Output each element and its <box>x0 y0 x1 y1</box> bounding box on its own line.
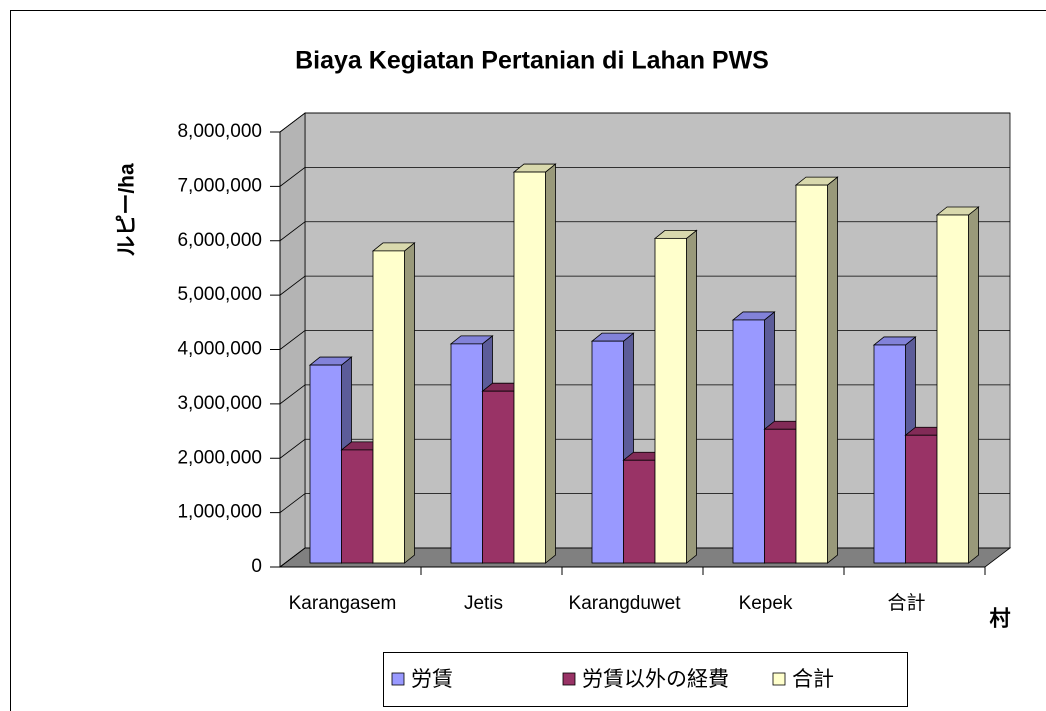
bar-group <box>794 176 839 564</box>
y-tick-label: 8,000,000 <box>177 121 262 142</box>
bar-side <box>545 163 556 564</box>
bar <box>905 434 938 564</box>
bar-group <box>512 163 557 564</box>
bar <box>309 364 342 564</box>
legend-swatch <box>391 672 405 686</box>
bar-group <box>653 229 698 564</box>
bar <box>873 344 906 564</box>
grid-line <box>279 330 1010 350</box>
grid-line <box>279 275 1010 296</box>
y-tick-label: 4,000,000 <box>177 339 262 360</box>
bar <box>654 237 687 564</box>
bar-side <box>686 229 697 564</box>
x-axis-title: 村 <box>990 607 1011 631</box>
legend-swatch <box>772 672 786 686</box>
bar <box>341 449 374 564</box>
y-tick-label: 2,000,000 <box>177 447 262 468</box>
y-tick-label: 5,000,000 <box>177 284 262 305</box>
y-axis-title: ルピー/ha <box>116 163 139 257</box>
bar <box>936 214 969 564</box>
x-tick-label: 合計 <box>887 592 925 614</box>
y-tick-label: 3,000,000 <box>177 393 262 414</box>
legend-label: 労賃 <box>411 667 453 691</box>
y-tick-label: 6,000,000 <box>177 230 262 251</box>
chart-title: Biaya Kegiatan Pertanian di Lahan PWS <box>295 47 769 75</box>
bar <box>372 250 405 564</box>
x-tick-label: Jetis <box>464 593 503 614</box>
legend-swatch <box>562 672 576 686</box>
y-tick-label: 7,000,000 <box>177 175 262 196</box>
grid-line <box>279 112 1010 133</box>
x-tick-label: Karangasem <box>289 593 397 614</box>
bar-side <box>404 242 415 564</box>
x-tick-label: Kepek <box>739 593 793 614</box>
legend-label: 合計 <box>792 667 834 691</box>
grid-line <box>279 221 1010 242</box>
bar <box>795 184 828 564</box>
bar <box>591 340 624 564</box>
bar-group <box>935 206 980 564</box>
legend-label: 労賃以外の経費 <box>582 667 729 691</box>
bar <box>764 428 797 564</box>
bar-side <box>827 176 838 564</box>
bar <box>482 390 515 564</box>
x-tick-label: Karangduwet <box>569 593 682 614</box>
y-tick-label: 0 <box>251 556 262 577</box>
bar-group <box>308 356 353 564</box>
bar <box>732 319 765 564</box>
legend <box>383 652 908 707</box>
y-tick-label: 1,000,000 <box>177 502 262 523</box>
bar <box>513 171 546 564</box>
grid-line <box>279 166 1010 187</box>
grid-line <box>279 384 1010 405</box>
bar-group <box>371 242 416 564</box>
bar-side <box>968 206 979 564</box>
bar <box>450 343 483 564</box>
bar <box>623 459 656 564</box>
